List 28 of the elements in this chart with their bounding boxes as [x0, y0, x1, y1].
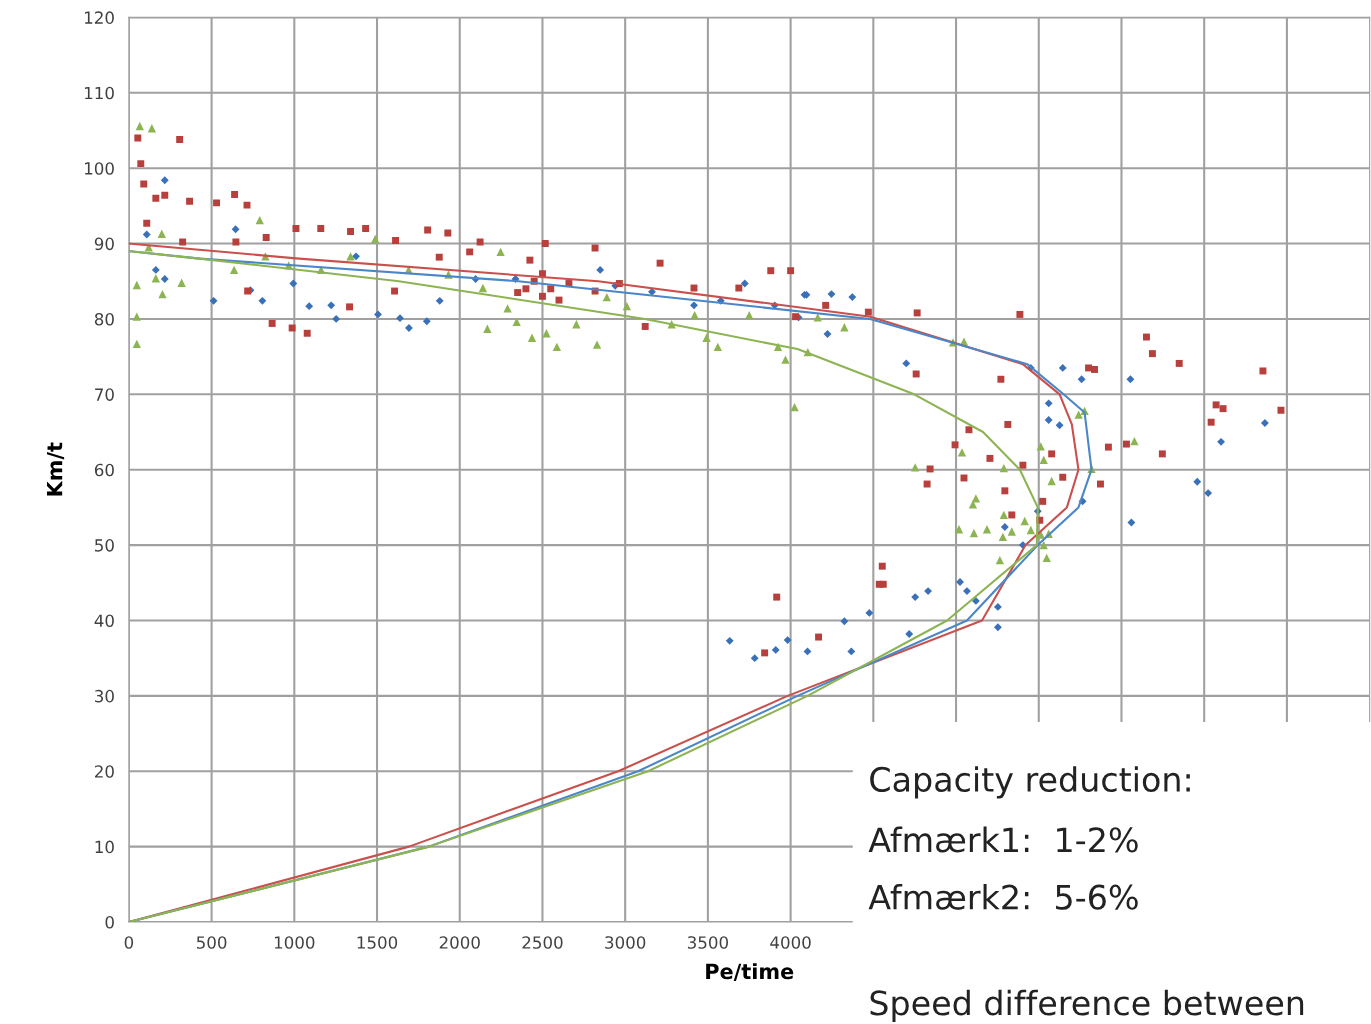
x-tick-label: 1000 [274, 936, 315, 949]
annotation: Afmærk2: 5-6% [868, 884, 1138, 910]
y-tick-label: 50 [95, 539, 114, 552]
text: Speed difference between [870, 989, 1304, 1023]
x-tick-label: 3500 [687, 936, 728, 949]
annotation: Afmærk1: 1-2% [868, 826, 1138, 853]
x-tick-label: 2000 [439, 936, 480, 949]
y-tick-label: 40 [94, 614, 114, 628]
y-tick-label: 20 [95, 765, 114, 778]
y-tick-label: 100 [85, 162, 114, 175]
x-tick-label: 1500 [357, 936, 398, 949]
y-tick-label: 60 [94, 463, 114, 477]
y-tick-label: 30 [95, 689, 114, 703]
x-axis-title: Pe/time [706, 963, 794, 981]
x-tick-label: 4000 [770, 936, 811, 949]
y-tick-label: 80 [94, 312, 114, 326]
y-tick-label: 110 [85, 86, 114, 100]
x-tick-label: 2500 [522, 936, 563, 949]
y-tick-label: 70 [95, 388, 114, 401]
x-tick-label: 500 [196, 936, 227, 949]
y-tick-label: 90 [94, 237, 114, 251]
annotation: Capacity reduction: [870, 766, 1190, 799]
y-tick-label: 0 [105, 915, 114, 929]
y-axis-title: Km/t [46, 442, 65, 496]
y-tick-label: 10 [95, 840, 114, 854]
x-tick-label: 3000 [605, 936, 646, 949]
y-tick-label: 120 [85, 11, 114, 24]
x-tick-label: 0 [124, 936, 134, 949]
